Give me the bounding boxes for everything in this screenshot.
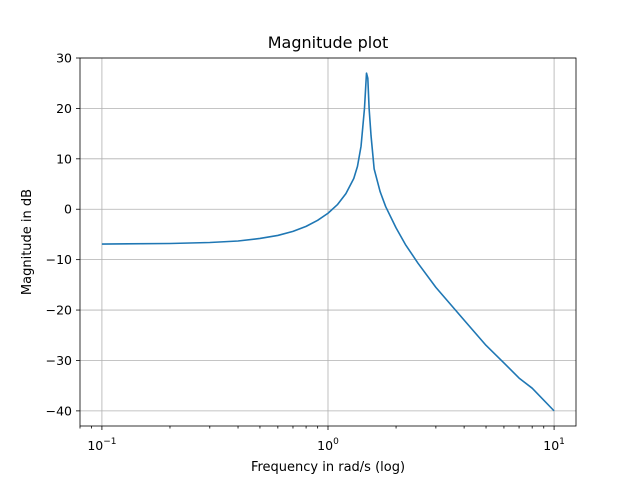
x-axis-label: Frequency in rad/s (log)	[251, 460, 405, 475]
series-layer	[101, 72, 555, 412]
y-axis-label: Magnitude in dB	[20, 189, 35, 295]
x-tick-label: 101	[543, 437, 565, 453]
y-tick-label: 10	[56, 151, 72, 166]
y-tick-label: −30	[46, 353, 72, 368]
y-tick-label: 30	[56, 51, 72, 66]
y-tick-label: −20	[46, 303, 72, 318]
x-tick-label: 100	[317, 437, 339, 453]
magnitude-series-line	[101, 72, 555, 412]
chart-title: Magnitude plot	[268, 33, 389, 52]
grid	[80, 57, 576, 426]
y-tick-label: −10	[46, 252, 72, 267]
x-tick-label: 10−1	[87, 437, 116, 453]
y-tick-label: −40	[46, 403, 72, 418]
y-tick-label: 20	[56, 101, 72, 116]
y-tick-label: 0	[64, 202, 72, 217]
